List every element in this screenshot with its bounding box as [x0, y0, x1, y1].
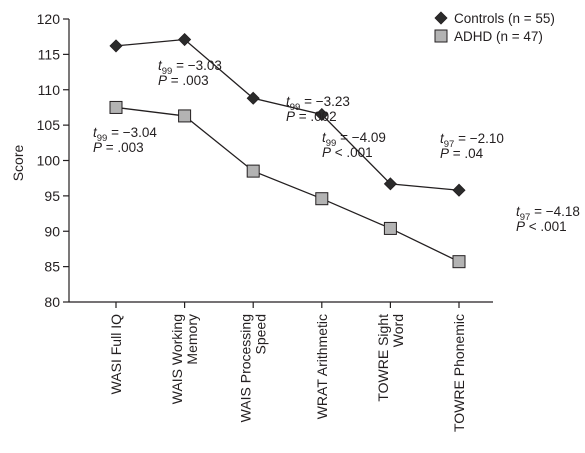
x-tick-label: Word [390, 314, 406, 347]
series-lines [115, 38, 460, 263]
legend-marker [434, 29, 448, 43]
annotation-t-stat: t99 = −3.03 [158, 58, 222, 77]
adhd-point [178, 109, 192, 123]
chart-axes: 80 85 90 95 100 105 110 115 120 WASI Full IQ WAIS … [37, 11, 493, 432]
x-tick-label: Memory [184, 314, 200, 365]
x-tick-label: TOWRE Phonemic [451, 314, 467, 432]
y-tick-label: 85 [44, 259, 60, 275]
y-tick-label: 120 [37, 11, 61, 27]
adhd-point [383, 221, 397, 235]
x-tick-label: WAIS Processing [238, 314, 254, 422]
y-tick-label: 110 [38, 82, 61, 98]
y-axis-label: Score [10, 145, 26, 182]
annotation-t-stat: t97 = −2.10 [440, 131, 504, 150]
annotation-p-value: P < .001 [322, 145, 373, 160]
legend-item-adhd: ADHD (n = 47) [434, 29, 543, 44]
annotation-p-value: P = .003 [158, 73, 209, 88]
y-tick-label: 90 [44, 223, 60, 239]
y-tick-label: 115 [38, 46, 61, 62]
series-markers [109, 32, 466, 269]
controls-point [246, 91, 260, 105]
adhd-point [246, 164, 260, 178]
legend: Controls (n = 55) ADHD (n = 47) [434, 11, 555, 44]
annotation-t-stat: t99 = −3.23 [286, 94, 350, 113]
controls-point [109, 39, 123, 53]
x-tick-label: WAIS Working [169, 314, 185, 404]
y-tick-label: 100 [37, 153, 61, 169]
controls-point [178, 32, 192, 47]
legend-marker [434, 11, 448, 25]
annotation-t-stat: t99 = −3.04 [93, 125, 157, 144]
adhd-point [315, 192, 329, 206]
legend-label: Controls (n = 55) [454, 11, 555, 26]
controls-point [315, 107, 329, 122]
annotation-t-stat: t97 = −4.18 [516, 204, 580, 223]
legend-label: ADHD (n = 47) [454, 29, 543, 44]
adhd-point [452, 255, 466, 269]
series-line-adhd [115, 106, 460, 263]
y-tick-label: 105 [37, 117, 61, 133]
legend-item-controls: Controls (n = 55) [434, 11, 555, 26]
annotation-p-value: P = .04 [440, 146, 484, 161]
x-tick-label: Speed [253, 314, 269, 354]
annotation-p-value: P = .002 [286, 109, 337, 124]
y-tick-label: 80 [44, 294, 60, 310]
y-tick-label: 95 [44, 188, 60, 204]
controls-point [452, 183, 466, 197]
controls-point [383, 177, 397, 191]
annotation-t-stat: t99 = −4.09 [322, 130, 386, 149]
x-tick-label: WRAT Arithmetic [314, 314, 330, 419]
adhd-point [109, 100, 123, 114]
series-line-controls [115, 38, 460, 191]
x-tick-label: TOWRE Sight [375, 314, 391, 402]
annotation-p-value: P = .003 [93, 140, 144, 155]
annotation-p-value: P < .001 [516, 219, 567, 234]
x-tick-label: WASI Full IQ [108, 314, 124, 394]
